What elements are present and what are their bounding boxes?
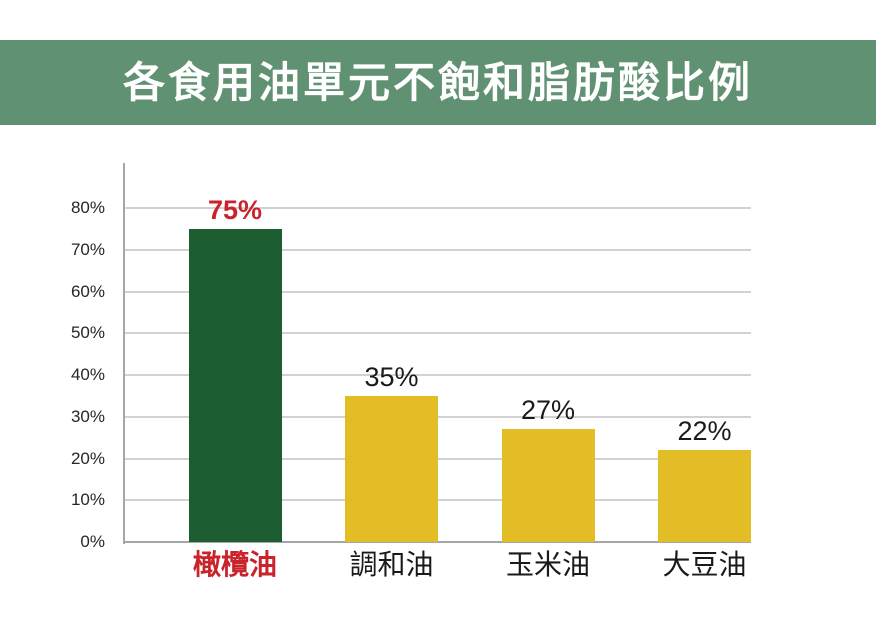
y-axis-line — [123, 163, 125, 544]
bar — [658, 450, 751, 542]
gridline — [125, 207, 751, 209]
gridline — [125, 499, 751, 502]
chart-title: 各食用油單元不飽和脂肪酸比例 — [122, 58, 753, 106]
gridline — [125, 332, 751, 335]
gridline — [125, 374, 751, 376]
y-axis-tick-label: 10% — [70, 490, 105, 510]
title-banner: 各食用油單元不飽和脂肪酸比例 — [0, 40, 876, 125]
gridline — [125, 290, 751, 293]
category-label: 橄欖油 — [192, 549, 278, 580]
y-axis-tick-label: 60% — [70, 281, 105, 301]
bar-value-label: 35% — [364, 361, 419, 392]
y-axis-tick-label: 70% — [70, 239, 105, 259]
y-axis-tick-label: 40% — [70, 365, 105, 384]
y-axis-tick-label: 50% — [70, 323, 105, 343]
y-axis-tick-label: 20% — [70, 448, 105, 468]
y-axis-tick-label: 80% — [70, 198, 105, 217]
gridline — [125, 415, 751, 418]
bar — [188, 228, 282, 542]
bar — [501, 429, 595, 542]
y-axis-tick-label: 0% — [80, 532, 105, 551]
category-label: 玉米油 — [505, 549, 591, 580]
bar-value-label: 75% — [207, 194, 263, 225]
gridline — [125, 457, 751, 460]
bar — [345, 395, 438, 542]
bar-value-label: 22% — [677, 416, 732, 447]
category-label: 調和油 — [349, 549, 434, 580]
bar-value-label: 27% — [520, 395, 576, 426]
y-axis-tick-label: 30% — [70, 406, 105, 426]
gridline — [125, 248, 751, 251]
category-label: 大豆油 — [662, 549, 747, 580]
x-axis-line — [123, 541, 751, 543]
